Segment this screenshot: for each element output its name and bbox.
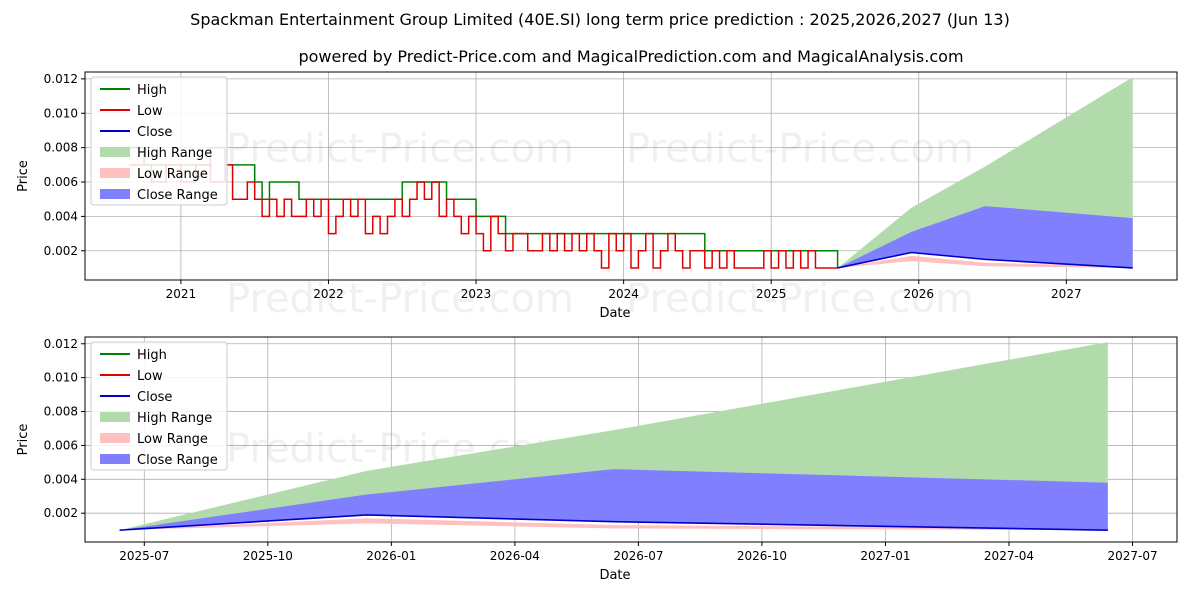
legend-swatch [100,147,130,157]
x-axis-label: Date [599,306,630,321]
x-tick-label: 2025-07 [119,549,169,563]
y-tick-label: 0.010 [44,371,78,385]
y-axis-label: Price [16,424,31,456]
watermark-text: Predict-Price.com [226,126,574,172]
y-tick-label: 0.004 [44,209,78,223]
legend-swatch [100,433,130,443]
y-tick-label: 0.004 [44,472,78,486]
watermark-text: Predict-Price.com [226,276,574,322]
close-range-band [837,206,1133,268]
legend-label: Close [137,390,172,405]
legend-label: Low Range [137,432,208,447]
x-tick-label: 2026-10 [737,549,787,563]
x-tick-label: 2025-10 [243,549,293,563]
legend-label: Low [137,104,163,119]
x-tick-label: 2026-07 [613,549,663,563]
legend-swatch [100,454,130,464]
legend-label: High [137,83,167,98]
x-tick-label: 2027-07 [1107,549,1157,563]
chart-title: Spackman Entertainment Group Limited (40… [190,10,1010,29]
x-tick-label: 2026-01 [366,549,416,563]
legend-label: Low [137,369,163,384]
close-series-line [119,514,1108,531]
x-tick-label: 2024 [608,287,639,301]
x-tick-label: 2022 [313,287,344,301]
top-chart-panel: Predict-Price.com Predict-Price.com Predic… [16,71,1178,322]
legend-swatch [100,189,130,199]
legend-label: High [137,348,167,363]
low-range-band [119,518,1108,531]
x-tick-label: 2025 [756,287,787,301]
legend-label: High Range [137,411,212,426]
y-tick-label: 0.012 [44,337,78,351]
y-tick-label: 0.002 [44,506,78,520]
x-tick-label: 2027-01 [860,549,910,563]
legend-label: Low Range [137,167,208,182]
plot-frame [84,71,1178,281]
legend-label: Close Range [137,453,218,468]
x-tick-label: 2026-04 [490,549,540,563]
x-tick-label: 2023 [461,287,492,301]
x-axis-label: Date [599,568,630,583]
y-tick-label: 0.006 [44,175,78,189]
y-tick-label: 0.002 [44,244,78,258]
chart-subtitle: powered by Predict-Price.com and Magical… [298,47,963,66]
y-tick-label: 0.008 [44,141,78,155]
y-tick-label: 0.010 [44,106,78,120]
x-tick-label: 2027 [1051,287,1082,301]
y-tick-label: 0.008 [44,405,78,419]
y-tick-label: 0.012 [44,72,78,86]
bottom-chart-panel: Predict-Price.comPredict-Price.com2025-0… [16,336,1178,583]
y-axis-label: Price [16,160,31,192]
legend-label: Close [137,125,172,140]
low-series-line [129,164,838,269]
watermark-text: Predict-Price.com [626,126,974,172]
legend-label: High Range [137,146,212,161]
legend-swatch [100,168,130,178]
x-tick-label: 2026 [903,287,934,301]
y-tick-label: 0.006 [44,438,78,452]
x-tick-label: 2027-04 [984,549,1034,563]
plot-frame [84,336,1178,543]
legend-label: Close Range [137,188,218,203]
x-tick-label: 2021 [166,287,197,301]
close-series-line [837,251,1133,269]
watermark-text: Predict-Price.com [626,276,974,322]
low-range-band [837,255,1133,268]
legend-swatch [100,412,130,422]
